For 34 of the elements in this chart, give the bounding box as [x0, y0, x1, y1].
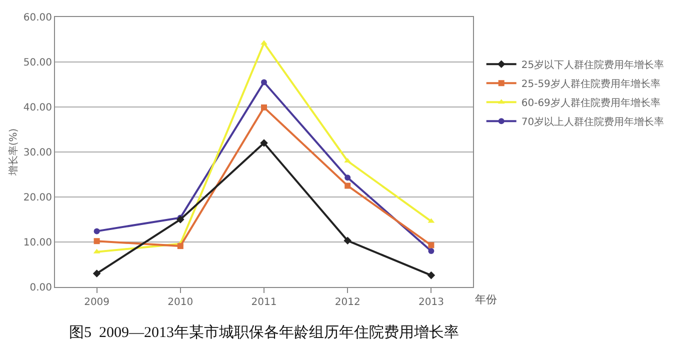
x-axis-title: 年份 — [475, 293, 497, 306]
legend-label: 25岁以下人群住院费用年增长率 — [521, 59, 664, 71]
point — [94, 238, 100, 244]
point — [428, 248, 434, 254]
point — [344, 174, 351, 181]
y-tick-label: 60.00 — [23, 12, 52, 24]
point — [427, 271, 436, 280]
x-tick-label: 2010 — [168, 297, 194, 308]
y-tick-label: 10.00 — [23, 238, 52, 248]
x-tick-label: 2013 — [418, 297, 444, 308]
text: 图5 2009—2013年某市城职保各年龄组历年住院费用增长率 — [69, 324, 459, 341]
legend-label: 70岁以上人群住院费用年增长率 — [521, 116, 664, 128]
y-tick-label: 30.00 — [23, 148, 52, 158]
x-tick-label: 2012 — [334, 297, 360, 308]
point — [428, 242, 434, 248]
point — [344, 236, 352, 245]
y-tick-label: 0.00 — [30, 282, 52, 294]
y-axis-title: 增长率(%) — [7, 128, 20, 177]
x-tick-label: 2009 — [84, 297, 110, 308]
point — [94, 228, 100, 234]
legend-label: 60-69岁人群住院费用年增长率 — [521, 97, 660, 109]
point — [92, 270, 101, 278]
y-tick-label: 20.00 — [23, 192, 52, 204]
point — [261, 104, 267, 110]
point — [344, 182, 351, 189]
legend-label: 25-59岁人群住院费用年增长率 — [521, 78, 660, 90]
y-tick-label: 50.00 — [23, 58, 52, 68]
x-tick-label: 2011 — [251, 297, 277, 308]
point — [261, 79, 267, 86]
point — [177, 243, 184, 250]
y-tick-label: 40.00 — [23, 102, 52, 114]
point — [260, 40, 268, 45]
point — [176, 216, 184, 224]
point — [260, 139, 268, 147]
